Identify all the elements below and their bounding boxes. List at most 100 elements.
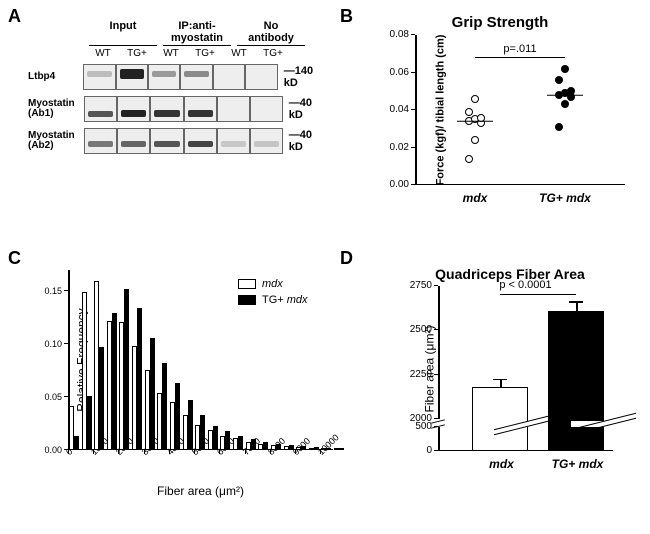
blot-band: [88, 141, 113, 147]
mean-bar: [457, 121, 493, 123]
hist-bar: [150, 338, 155, 450]
blot-lane-cell: [180, 64, 212, 90]
panel-d-barchart: Quadriceps Fiber Area Fiber area (μm²) 0…: [380, 266, 640, 516]
blot-lane-cell: [116, 64, 148, 90]
blot-band: [120, 69, 144, 79]
blot-row-label: Myostatin (Ab1): [28, 99, 84, 120]
hist-bar: [74, 436, 79, 450]
molecular-weight-label: —40 kD: [289, 129, 328, 153]
blot-lane-cell: [213, 64, 245, 90]
mean-bar: [547, 94, 583, 96]
blot-lane-cell: [83, 64, 115, 90]
legend-label: TG+ mdx: [262, 294, 308, 306]
y-tick-label: 0.10: [44, 339, 62, 349]
hist-bar: [99, 347, 104, 450]
blot-lane-label: WT: [154, 48, 188, 59]
data-point: [555, 123, 563, 131]
y-tick-label: 0.00: [390, 179, 409, 190]
y-tick-label: 2250: [410, 369, 432, 380]
blot-lane-label: WT: [222, 48, 256, 59]
data-point: [471, 95, 479, 103]
legend-item: TG+ mdx: [238, 294, 308, 306]
hist-bar: [137, 308, 142, 450]
blot-band: [188, 110, 213, 117]
y-tick-label: 2500: [410, 324, 432, 335]
blot-band: [121, 110, 146, 117]
data-point: [561, 100, 569, 108]
y-tick-label: 2750: [410, 280, 432, 291]
hist-bar: [225, 431, 230, 450]
y-tick-label: 2000: [410, 413, 432, 424]
hist-bar: [263, 442, 268, 450]
blot-band: [254, 141, 279, 147]
hist-bar: [251, 439, 256, 450]
data-point: [561, 65, 569, 73]
hist-bar: [238, 436, 243, 450]
blot-lane-cell: [217, 96, 250, 122]
blot-row-label: Ltbp4: [28, 72, 83, 83]
hist-bar: [276, 444, 281, 450]
y-tick-label: 0.02: [390, 142, 409, 153]
molecular-weight-label: —140 kD: [284, 65, 328, 89]
panel-c-histogram: Relative Frequency 0.000.050.100.1501000…: [28, 270, 338, 520]
panel-a-blot: InputIP:anti- myostatinNo antibody WTTG+…: [28, 20, 328, 155]
blot-lane-cell: [148, 64, 180, 90]
panel-b-ylabel: Force (kgf)/ tibial length (cm): [434, 35, 446, 186]
x-group-label: mdx: [445, 191, 505, 205]
blot-band: [184, 71, 208, 77]
blot-lane-cell: [150, 96, 183, 122]
y-tick-label: 0.06: [390, 67, 409, 78]
p-value-text: p=.011: [415, 43, 625, 55]
blot-band: [88, 111, 113, 117]
data-point: [465, 108, 473, 116]
data-point: [471, 136, 479, 144]
x-axis-label: Fiber area (μm²): [68, 484, 333, 498]
panel-label-d: D: [340, 248, 353, 269]
bar: [548, 311, 604, 451]
x-group-label: TG+ mdx: [535, 191, 595, 205]
panel-label-b: B: [340, 6, 353, 27]
x-tick-label: 10000: [316, 432, 341, 457]
panel-b-scatter: Grip Strength Force (kgf)/ tibial length…: [360, 14, 640, 224]
y-tick-label: 0.15: [44, 286, 62, 296]
hist-bar: [213, 426, 218, 450]
blot-row: Ltbp4 —140 kD: [28, 63, 328, 91]
p-value-text: p < 0.0001: [438, 279, 613, 291]
legend-item: mdx: [238, 278, 283, 290]
blot-lane-cell: [184, 128, 217, 154]
blot-lane-label: WT: [86, 48, 120, 59]
molecular-weight-label: —40 kD: [289, 97, 328, 121]
y-tick-label: 0: [426, 445, 432, 456]
legend-swatch: [238, 295, 256, 305]
data-point: [465, 155, 473, 163]
blot-group-header: No antibody: [237, 20, 305, 46]
blot-row: Myostatin (Ab2) —40 kD: [28, 127, 328, 155]
hist-bar: [339, 448, 344, 450]
blot-band: [87, 71, 111, 77]
hist-bar: [188, 400, 193, 450]
hist-bar: [175, 383, 180, 450]
hist-bar: [162, 363, 167, 450]
y-tick-label: 0.04: [390, 104, 409, 115]
blot-band: [152, 71, 176, 77]
x-group-label: mdx: [464, 457, 539, 471]
blot-band: [154, 141, 179, 147]
legend-swatch: [238, 279, 256, 289]
blot-band: [188, 141, 213, 147]
y-tick-label: 0.08: [390, 29, 409, 40]
blot-lane-cell: [84, 96, 117, 122]
blot-band: [221, 141, 246, 147]
bar: [472, 387, 528, 451]
blot-lane-cell: [117, 128, 150, 154]
hist-bar: [112, 313, 117, 450]
hist-bar: [87, 396, 92, 450]
blot-lane-cell: [150, 128, 183, 154]
blot-lane-cell: [250, 128, 283, 154]
hist-bar: [200, 415, 205, 450]
blot-lane-cell: [84, 128, 117, 154]
blot-band: [154, 110, 179, 117]
y-tick-label: 0.05: [44, 392, 62, 402]
data-point: [555, 76, 563, 84]
blot-row-label: Myostatin (Ab2): [28, 131, 84, 152]
blot-lane-cell: [184, 96, 217, 122]
